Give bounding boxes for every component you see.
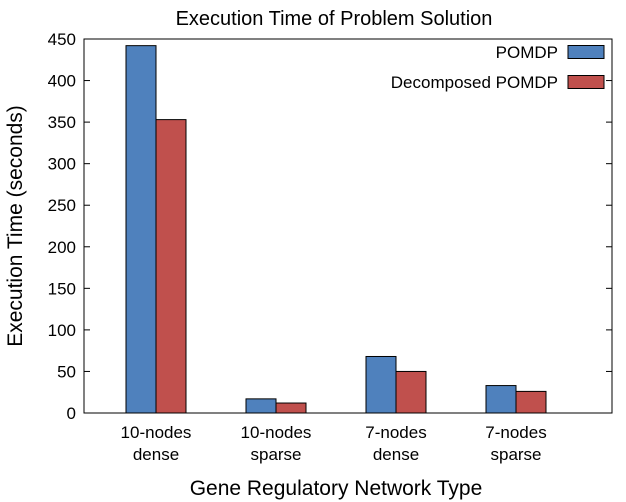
bar-decomposed-pomdp-0 <box>155 119 187 414</box>
legend-label-0: POMDP <box>496 43 558 62</box>
plot-frame <box>83 38 613 414</box>
y-tick-label-400: 400 <box>48 72 76 91</box>
bar-pomdp-1 <box>245 398 277 414</box>
chart-title: Execution Time of Problem Solution <box>176 8 493 30</box>
bar-decomposed-pomdp-1 <box>275 402 307 414</box>
x-axis-label: Gene Regulatory Network Type <box>190 477 483 500</box>
y-tick-label-0: 0 <box>67 404 76 423</box>
x-tick-label-0-0: 10-nodes <box>121 423 192 442</box>
plot-area <box>83 38 613 414</box>
y-tick-label-350: 350 <box>48 113 76 132</box>
y-tick-label-200: 200 <box>48 238 76 257</box>
x-tick-label-1-0: 10-nodes <box>241 423 312 442</box>
x-axis: 10-nodes dense 10-nodes sparse 7-nodes dense 7… <box>121 407 547 464</box>
legend-swatch-1 <box>567 75 605 89</box>
bar-pomdp-0 <box>125 45 157 414</box>
x-tick-label-3-0: 7-nodes <box>485 423 546 442</box>
y-tick-label-150: 150 <box>48 279 76 298</box>
legend-swatch-0 <box>567 45 605 59</box>
y-tick-label-100: 100 <box>48 321 76 340</box>
legend-label-1: Decomposed POMDP <box>391 73 558 92</box>
bar-pomdp-3 <box>485 385 517 414</box>
bar-decomposed-pomdp-2 <box>395 370 427 414</box>
bars <box>125 45 547 414</box>
x-tick-label-2-0: 7-nodes <box>365 423 426 442</box>
y-axis-label: Execution Time (seconds) <box>4 105 27 347</box>
x-tick-label-0-1: dense <box>133 445 179 464</box>
y-axis: 0 50 100 150 200 250 300 350 400 450 <box>48 30 612 423</box>
bar-pomdp-2 <box>365 355 397 414</box>
legend: POMDP Decomposed POMDP <box>391 43 605 92</box>
x-tick-label-1-1: sparse <box>250 445 301 464</box>
y-tick-label-450: 450 <box>48 30 76 49</box>
bar-decomposed-pomdp-3 <box>515 390 547 414</box>
y-tick-label-300: 300 <box>48 155 76 174</box>
x-tick-label-3-1: sparse <box>490 445 541 464</box>
y-tick-label-50: 50 <box>57 362 76 381</box>
y-tick-label-250: 250 <box>48 196 76 215</box>
x-tick-label-2-1: dense <box>373 445 419 464</box>
